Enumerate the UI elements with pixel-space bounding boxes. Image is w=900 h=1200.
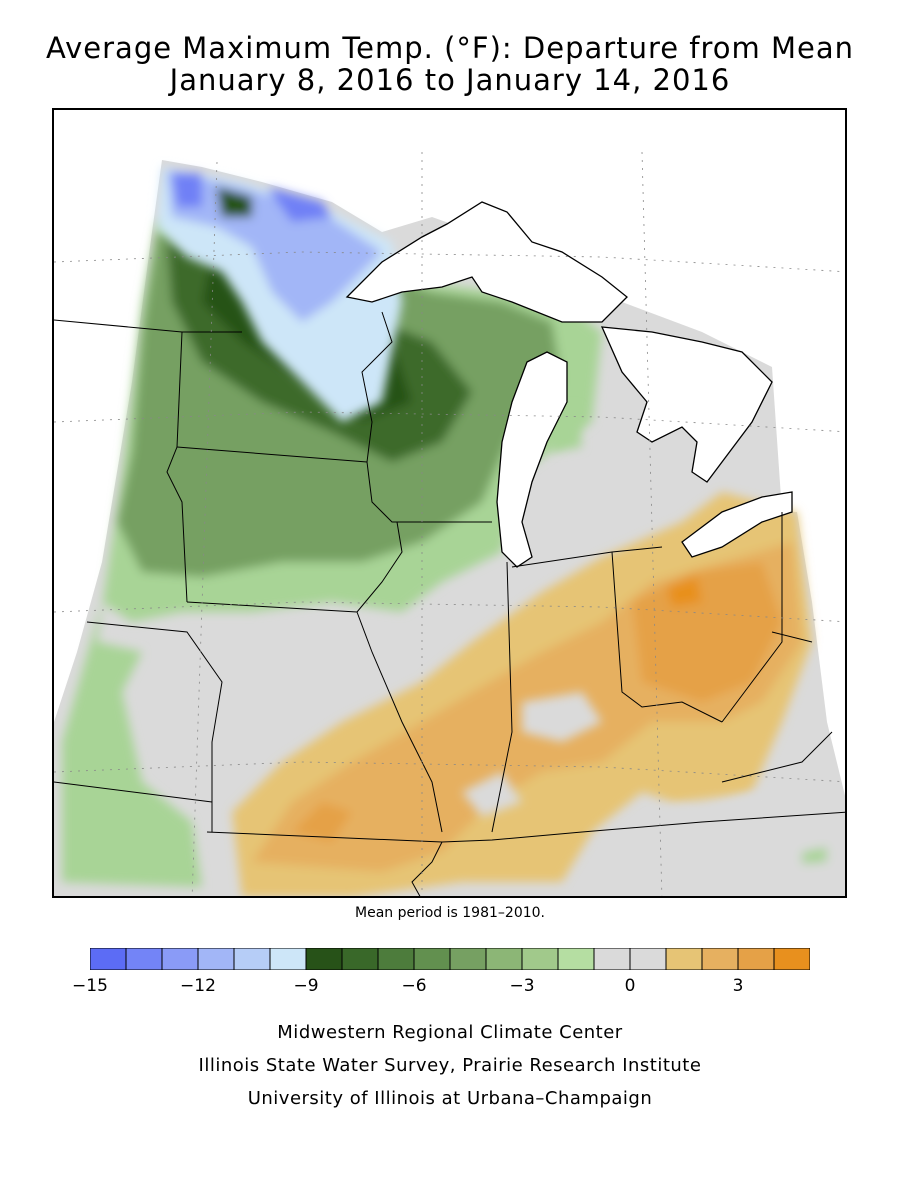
legend-swatch xyxy=(161,948,199,970)
legend-swatch xyxy=(341,948,379,970)
legend-swatch xyxy=(701,948,739,970)
legend-swatch xyxy=(773,948,810,970)
legend-tick-label: 3 xyxy=(732,976,744,996)
zone-green-wv xyxy=(802,847,827,864)
legend-tick-labels: −15 −12 −9 −6 −3 0 3 xyxy=(0,976,900,1000)
zone-neutral-indiana xyxy=(522,692,602,742)
legend-tick-label: −15 xyxy=(72,976,108,996)
mean-period-note: Mean period is 1981–2010. xyxy=(355,905,545,921)
zone-green-patch-north xyxy=(217,187,252,217)
map-frame xyxy=(52,108,847,898)
legend-swatch xyxy=(377,948,415,970)
zone-pos-dark xyxy=(292,562,782,842)
lake-michigan xyxy=(496,351,568,568)
legend-tick-label: −3 xyxy=(509,976,535,996)
legend-swatch xyxy=(305,948,343,970)
lake-erie xyxy=(681,491,793,558)
zone-neutral-stlouis xyxy=(462,772,522,817)
credit-mrcc: Midwestern Regional Climate Center xyxy=(277,1022,623,1043)
map-title: Average Maximum Temp. (°F): Departure fr… xyxy=(45,31,855,65)
lake-superior xyxy=(345,201,628,323)
legend-swatch xyxy=(233,948,271,970)
temperature-departure-map xyxy=(54,151,845,896)
legend-swatch xyxy=(125,948,163,970)
credit-uiuc: University of Illinois at Urbana–Champai… xyxy=(247,1088,653,1109)
credit-isws: Illinois State Water Survey, Prairie Res… xyxy=(198,1055,702,1076)
legend-swatch xyxy=(665,948,703,970)
legend-swatch xyxy=(269,948,307,970)
great-lakes xyxy=(345,201,793,568)
state-borders xyxy=(54,311,845,896)
legend-swatch xyxy=(557,948,595,970)
zone-pos-darkest xyxy=(667,577,702,607)
legend-tick-label: −6 xyxy=(401,976,427,996)
legend-swatch xyxy=(485,948,523,970)
map-date-range: January 8, 2016 to January 14, 2016 xyxy=(169,63,731,97)
legend-swatch xyxy=(629,948,667,970)
legend-swatch xyxy=(90,948,127,970)
legend-swatch xyxy=(521,948,559,970)
legend-tick-label: −12 xyxy=(180,976,216,996)
legend-swatch xyxy=(737,948,775,970)
legend-swatch xyxy=(593,948,631,970)
legend-swatch xyxy=(449,948,487,970)
legend-swatch xyxy=(413,948,451,970)
graticule xyxy=(54,151,845,896)
lake-huron xyxy=(600,326,773,483)
zone-blue-dark xyxy=(172,172,332,222)
legend-colorbar xyxy=(90,948,810,970)
legend-tick-label: 0 xyxy=(624,976,636,996)
legend-swatch xyxy=(197,948,235,970)
zone-neutral-kentucky xyxy=(583,792,845,896)
legend-tick-label: −9 xyxy=(293,976,319,996)
